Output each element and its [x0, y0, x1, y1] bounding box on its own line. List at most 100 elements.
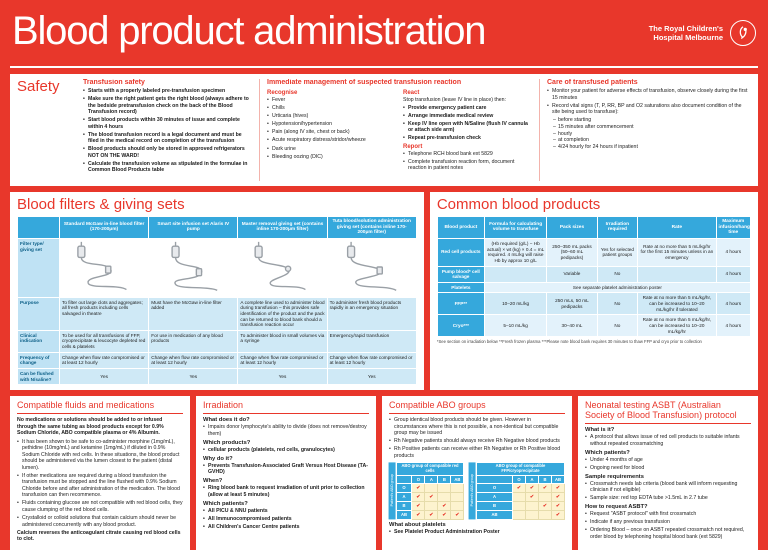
list-item: Rh Positive patients can receive either …	[389, 446, 565, 459]
bottom-row: Compatible fluids and medications No med…	[10, 396, 759, 550]
giving-set-illustration-icon	[171, 241, 218, 292]
product-formula: 5–10 mL/kg	[483, 314, 548, 338]
list-item: All PICU & NNU patients	[203, 508, 369, 515]
giving-set-image-cell	[326, 238, 417, 298]
abo-corner-cell	[475, 474, 514, 484]
compatible-check: ✔	[551, 500, 565, 511]
immediate-management-column: Immediate management of suspected transf…	[259, 79, 531, 181]
compatible-check: ✔	[411, 491, 426, 502]
products-footnote: *See section on irradiation below **Fres…	[436, 339, 702, 345]
compatible-check: ✔	[512, 482, 526, 493]
filters-cell: Change when flow rate compromised or at …	[148, 351, 239, 370]
filters-image-row: Filter type/ giving set	[17, 238, 417, 298]
list-item: Repeat pre-transfusion check	[403, 135, 531, 142]
abo-platelets-list: See Platelet Product Administration Post…	[389, 529, 565, 536]
filters-purpose-row: Purpose To filter out large clots and ag…	[17, 296, 417, 331]
abo-tables-row: Patient's ABO group ABO group of compati…	[389, 462, 566, 520]
filters-cell: For use in medication of any blood produ…	[148, 329, 239, 353]
section-safety: Safety Transfusion safety Starts with a …	[10, 74, 758, 186]
products-row-red-cells: Red cell products (Hb required (g/L) − H…	[436, 238, 752, 267]
list-item: The blood transfusion record is a legal …	[83, 132, 251, 145]
abo-side-label: Patient's ABO group	[469, 462, 476, 520]
giving-set-image-cell	[148, 238, 239, 298]
neonatal-answer-list: A protocol that allows issue of red cell…	[585, 434, 751, 447]
report-title: Report	[403, 143, 423, 150]
filters-col-header: Smart site infusion set Alaris IV pump	[148, 215, 239, 240]
product-irradiation: No	[596, 314, 639, 338]
section-blood-filters: Blood filters & giving sets Standard McG…	[10, 192, 424, 391]
list-item: Record vital signs (T, P, RR, BP and O2 …	[547, 103, 751, 116]
middle-row: Blood filters & giving sets Standard McG…	[10, 192, 758, 391]
filters-cell: Yes	[148, 368, 239, 386]
products-table: Blood product Formula for calculating vo…	[436, 215, 752, 338]
irradiation-answer-list: All PICU & NNU patientsAll Immunocomprom…	[203, 508, 369, 531]
compatible-empty	[450, 482, 465, 493]
filters-col-header: Master removal giving set (contains inli…	[237, 215, 328, 240]
compatible-check: ✔	[437, 500, 452, 511]
products-row-ffp: FFP** 10–20 mL/kg 250 mLs, 50 mL pedipac…	[436, 292, 752, 316]
abo-row-header: O	[475, 482, 514, 493]
care-list: Monitor your patient for adverse effects…	[547, 88, 751, 116]
product-name: Pump blood* cell salvage	[436, 265, 485, 283]
compatible-fluids-title: Compatible fluids and medications	[17, 400, 184, 415]
list-item: Chills	[267, 105, 395, 112]
list-item: Ring blood bank to request irradiation o…	[203, 485, 369, 498]
abo-col-header: A	[525, 474, 539, 484]
abo-row-header: B	[395, 500, 413, 511]
irradiation-question: Why do it?	[203, 455, 233, 462]
compatible-empty	[512, 509, 526, 520]
products-col-header: Rate	[637, 215, 717, 240]
list-item: Acute respiratory distress/stridor/wheez…	[267, 137, 395, 144]
filters-col-header: Standard McGaw in-line blood filter (170…	[58, 215, 150, 240]
product-pack: 30–40 mL	[546, 314, 598, 338]
giving-set-image-cell	[237, 238, 328, 298]
list-item: Provide emergency patient care	[403, 105, 531, 112]
immediate-management-columns: Recognise FeverChillsUrticaria (hives)Hy…	[267, 88, 531, 173]
product-irradiation: No	[596, 292, 639, 316]
list-item: Group identical blood products should be…	[389, 417, 565, 437]
neonatal-question: How to request ASBT?	[585, 504, 648, 511]
list-item: Urticaria (hives)	[267, 113, 395, 120]
compatible-check: ✔	[411, 509, 426, 520]
care-title: Care of transfused patients	[547, 79, 638, 86]
product-pack: 250–350 mL packs (50–60 mL pedipacks)	[546, 238, 598, 267]
compatible-check: ✔	[551, 491, 565, 502]
fluids-intro: No medications or solutions should be ad…	[17, 417, 164, 437]
giving-set-image-cell	[58, 238, 150, 298]
compatible-check: ✔	[525, 482, 539, 493]
filters-cell: To administer blood in small volumes via…	[237, 329, 328, 353]
list-item: Telephone RCH blood bank ext 5829	[403, 151, 531, 158]
compatible-empty	[450, 491, 465, 502]
list-item: Hypotension/hypertension	[267, 121, 395, 128]
list-item: All Immunocompromised patients	[203, 516, 369, 523]
giving-set-illustration-icon	[77, 241, 128, 291]
abo-row-header: O	[395, 482, 413, 493]
neonatal-answer-list: Under 4 months of ageOngoing need for bl…	[585, 457, 751, 472]
list-item: Monitor your patient for adverse effects…	[547, 88, 751, 101]
list-item: at completion	[553, 137, 751, 144]
products-col-header: Maximum infusion/hang time	[715, 215, 752, 240]
list-item: hourly	[553, 131, 751, 138]
abo-title: Compatible ABO groups	[389, 400, 565, 415]
react-intro: Stop transfusion (leave IV line in place…	[403, 97, 506, 103]
giving-set-illustration-icon	[346, 241, 397, 292]
section-common-blood-products: Common blood products Blood product Form…	[429, 192, 758, 391]
abo-col-header: B	[437, 474, 452, 484]
abo-col-header: B	[538, 474, 552, 484]
filters-cell: Change when flow rate compromised or at …	[58, 351, 150, 370]
abo-red-cells-table: ABO group of compatible red cells O A B AB O ✔…	[395, 462, 465, 520]
product-name: Cryo***	[436, 314, 485, 338]
abo-col-header: O	[411, 474, 426, 484]
filters-col-header: Tuta blood/solution administration givin…	[326, 215, 417, 240]
compatible-empty	[538, 491, 552, 502]
safety-title-column: Safety	[17, 79, 75, 181]
filters-row-label: Can be flushed with N/saline?	[17, 368, 60, 386]
list-item: If other medications are required during…	[17, 473, 183, 499]
common-blood-products-title: Common blood products	[436, 196, 601, 213]
irradiation-title: Irradiation	[203, 400, 370, 415]
fluids-list: It has been shown to be safe to co-admin…	[17, 439, 183, 528]
abo-red-cells-block: Patient's ABO group ABO group of compati…	[389, 462, 465, 520]
filters-cell: To filter out large clots and aggregates…	[58, 296, 150, 331]
list-item: A protocol that allows issue of red cell…	[585, 434, 751, 447]
list-item: Prevents Transfusion-Associated Graft Ve…	[203, 463, 369, 476]
